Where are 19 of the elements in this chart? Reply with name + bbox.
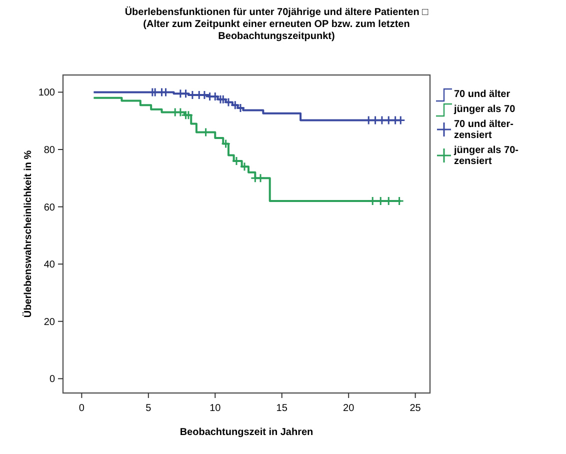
y-tick-label: 60: [44, 202, 56, 214]
legend-label: jünger als 70: [453, 104, 516, 115]
x-tick-label: 15: [276, 403, 288, 414]
legend-label: 70 und älter: [454, 89, 510, 100]
y-axis-title: Überlebenswahrscheinlichkeit in %: [22, 150, 34, 318]
y-tick-label: 80: [44, 144, 56, 156]
y-tick-label: 0: [49, 374, 56, 386]
legend-label: jünger als 70-zensiert: [453, 145, 518, 167]
x-tick-label: 20: [343, 403, 355, 414]
x-tick-label: 5: [146, 403, 152, 414]
y-tick-label: 20: [44, 316, 56, 328]
x-tick-label: 10: [210, 403, 222, 414]
chart-title: Überlebensfunktionen für unter 70jährige und ältere Patienten □ (Alter zum Zeitpunkt einer erneuten OP bzw. zum letzten Beobachtungszeitpunkt): [124, 6, 430, 42]
y-tick-label: 40: [44, 260, 56, 271]
x-tick-label: 25: [410, 403, 422, 414]
legend-label: 70 und älter-zensiert: [454, 119, 514, 141]
x-axis-title: Beobachtungszeit in Jahren: [180, 427, 314, 438]
x-tick-label: 0: [78, 403, 85, 414]
y-tick-label: 100: [38, 88, 56, 99]
